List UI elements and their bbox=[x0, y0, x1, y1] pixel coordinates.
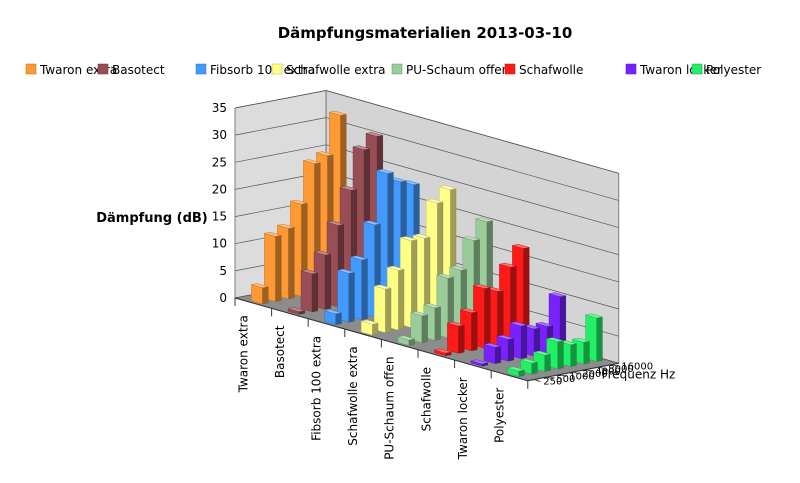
bar bbox=[496, 334, 514, 362]
z-tick-label: 16000 bbox=[621, 362, 653, 373]
x-tick-label: Basotect bbox=[273, 325, 287, 378]
bar bbox=[264, 231, 282, 302]
y-tick-label: 10 bbox=[212, 237, 227, 251]
legend-label: Basotect bbox=[112, 63, 165, 77]
z-tick-label: 2000 bbox=[582, 369, 607, 380]
bar bbox=[324, 309, 342, 325]
gridline bbox=[234, 117, 619, 201]
legend-label: Twaron extra bbox=[39, 63, 117, 77]
chart-title: Dämpfungsmaterialien 2013-03-10 bbox=[278, 24, 573, 42]
legend-swatch bbox=[25, 63, 37, 75]
y-tick-label: 25 bbox=[212, 155, 227, 169]
z-tick-label: 4000 bbox=[595, 367, 620, 378]
z-tick-label: 8000 bbox=[608, 364, 633, 375]
legend-label: Fibsorb 100 extra bbox=[210, 63, 315, 77]
x-tick-label: Twaron locker bbox=[456, 377, 470, 460]
bar bbox=[434, 348, 452, 357]
bar bbox=[251, 283, 269, 305]
z-tick-label: 1000 bbox=[569, 372, 594, 383]
tick-mark bbox=[586, 369, 593, 373]
y-tick-label: 15 bbox=[212, 210, 227, 224]
bar bbox=[374, 284, 392, 333]
y-axis-label: Dämpfung (dB) bbox=[96, 211, 208, 226]
tick-mark bbox=[573, 371, 580, 375]
legend-swatch bbox=[271, 63, 283, 75]
bar bbox=[520, 358, 538, 375]
legend-label: Schafwolle extra bbox=[286, 63, 385, 77]
tick-mark bbox=[560, 374, 567, 378]
legend-label: Polyester bbox=[706, 63, 761, 77]
legend-label: PU-Schaum offen bbox=[406, 63, 509, 77]
x-tick-label: Schafwolle extra bbox=[346, 346, 360, 445]
bar bbox=[300, 269, 318, 313]
bar bbox=[483, 342, 501, 364]
bar bbox=[447, 321, 465, 354]
x-tick-label: PU-Schaum offen bbox=[383, 357, 397, 460]
y-tick-label: 20 bbox=[212, 182, 227, 196]
z-axis-label: Frequenz Hz bbox=[602, 367, 676, 381]
y-tick-label: 35 bbox=[212, 101, 227, 115]
gridline bbox=[234, 90, 619, 174]
z-tick-label: 250 bbox=[543, 377, 562, 388]
y-tick-label: 30 bbox=[212, 128, 227, 142]
plot-area: 0 5 10 15 20 25 30 35 Twaron extra Basotect Fibsor… bbox=[212, 89, 676, 460]
bar bbox=[533, 350, 551, 372]
x-tick-label: Schafwolle bbox=[419, 367, 433, 431]
tick-mark bbox=[547, 376, 554, 380]
bar bbox=[470, 359, 488, 367]
bar bbox=[507, 366, 525, 377]
tick-mark bbox=[599, 366, 606, 370]
legend-swatch bbox=[195, 63, 207, 75]
bar bbox=[397, 335, 415, 346]
legend-swatch bbox=[97, 63, 109, 75]
legend-label: Schafwolle bbox=[519, 63, 583, 77]
x-tick-label: Polyester bbox=[493, 388, 507, 443]
tick-mark bbox=[534, 379, 541, 383]
legend-swatch bbox=[625, 63, 637, 75]
legend-swatch bbox=[691, 63, 703, 75]
legend-swatch bbox=[504, 63, 516, 75]
bar bbox=[410, 311, 428, 344]
gridline bbox=[234, 144, 619, 228]
x-tick-label: Fibsorb 100 extra bbox=[310, 336, 324, 441]
bar bbox=[287, 307, 305, 315]
legend-swatch bbox=[391, 63, 403, 75]
z-tick-label: 500 bbox=[556, 374, 575, 385]
tick-mark bbox=[612, 364, 619, 368]
y-tick-label: 0 bbox=[219, 291, 227, 305]
y-tick-label: 5 bbox=[219, 264, 227, 278]
bar bbox=[337, 268, 355, 323]
x-tick-label: Twaron extra bbox=[236, 315, 250, 393]
bar bbox=[361, 319, 379, 336]
